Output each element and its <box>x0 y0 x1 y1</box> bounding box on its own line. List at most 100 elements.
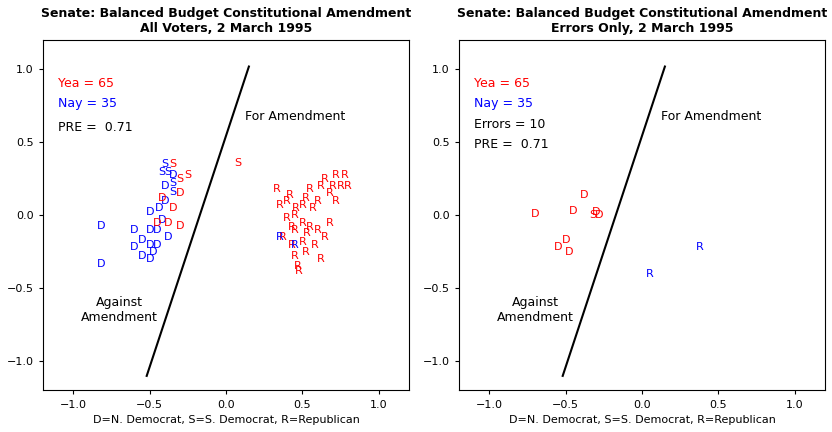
Text: S: S <box>185 169 191 180</box>
Text: D: D <box>161 181 169 191</box>
Text: R: R <box>290 251 299 261</box>
Text: R: R <box>290 225 299 235</box>
Text: D: D <box>580 190 588 200</box>
Text: R: R <box>288 240 295 250</box>
Text: R: R <box>321 174 329 184</box>
Text: D: D <box>164 232 172 242</box>
Text: D: D <box>149 247 157 257</box>
Text: Nay = 35: Nay = 35 <box>58 97 117 111</box>
Text: R: R <box>332 169 339 180</box>
Text: D: D <box>146 240 154 250</box>
Text: S: S <box>165 167 171 177</box>
Text: D: D <box>554 242 562 252</box>
Text: D: D <box>155 203 163 213</box>
Text: R: R <box>299 218 306 228</box>
Text: R: R <box>317 254 324 264</box>
Text: D: D <box>138 235 146 245</box>
Text: R: R <box>306 184 314 194</box>
Text: D: D <box>176 188 185 198</box>
Text: D: D <box>97 221 105 231</box>
Text: S: S <box>176 174 184 184</box>
Text: R: R <box>290 240 299 250</box>
Text: D: D <box>168 169 177 180</box>
Text: S: S <box>169 187 176 197</box>
Text: S: S <box>158 167 166 177</box>
Text: D: D <box>595 210 603 220</box>
Text: R: R <box>306 222 314 232</box>
Text: R: R <box>646 269 653 279</box>
Text: PRE =  0.71: PRE = 0.71 <box>58 121 133 134</box>
Text: R: R <box>326 188 334 198</box>
Text: R: R <box>272 184 280 194</box>
Text: For Amendment: For Amendment <box>245 110 344 123</box>
Text: R: R <box>329 181 337 191</box>
Text: D: D <box>168 203 177 213</box>
Text: R: R <box>321 232 329 242</box>
Text: D: D <box>161 196 169 206</box>
Text: R: R <box>295 266 303 276</box>
Text: R: R <box>275 200 283 210</box>
Text: R: R <box>299 237 306 247</box>
Text: S: S <box>169 159 176 169</box>
Text: R: R <box>310 240 319 250</box>
Text: D: D <box>153 225 161 235</box>
Text: R: R <box>309 203 317 213</box>
X-axis label: D=N. Democrat, S=S. Democrat, R=Republican: D=N. Democrat, S=S. Democrat, R=Republic… <box>508 415 775 425</box>
Text: PRE =  0.71: PRE = 0.71 <box>474 138 549 151</box>
Text: D: D <box>164 218 172 228</box>
Text: Yea = 65: Yea = 65 <box>474 77 530 90</box>
Text: D: D <box>531 209 539 219</box>
Text: R: R <box>344 181 352 191</box>
Text: D: D <box>146 254 154 264</box>
Title: Senate: Balanced Budget Constitutional Amendment
Errors Only, 2 March 1995: Senate: Balanced Budget Constitutional A… <box>457 7 827 35</box>
Text: R: R <box>283 213 291 223</box>
Text: D: D <box>158 215 166 225</box>
Title: Senate: Balanced Budget Constitutional Amendment
All Voters, 2 March 1995: Senate: Balanced Budget Constitutional A… <box>41 7 411 35</box>
Text: Against
Amendment: Against Amendment <box>497 296 574 324</box>
Text: Errors = 10: Errors = 10 <box>474 118 546 131</box>
Text: D: D <box>153 218 161 228</box>
Text: D: D <box>131 242 139 252</box>
Text: R: R <box>288 222 295 232</box>
X-axis label: D=N. Democrat, S=S. Democrat, R=Republican: D=N. Democrat, S=S. Democrat, R=Republic… <box>92 415 359 425</box>
Text: R: R <box>332 196 339 206</box>
Text: R: R <box>336 181 344 191</box>
Text: R: R <box>301 247 310 257</box>
Text: D: D <box>97 258 105 269</box>
Text: D: D <box>153 240 161 250</box>
Text: S: S <box>590 210 597 220</box>
Text: D: D <box>146 225 154 235</box>
Text: R: R <box>299 200 306 210</box>
Text: D: D <box>569 206 577 216</box>
Text: R: R <box>283 196 291 206</box>
Text: R: R <box>326 218 334 228</box>
Text: D: D <box>146 207 154 217</box>
Text: R: R <box>314 196 321 206</box>
Text: R: R <box>294 261 301 271</box>
Text: R: R <box>275 232 283 242</box>
Text: R: R <box>279 232 286 242</box>
Text: Nay = 35: Nay = 35 <box>474 97 533 111</box>
Text: S: S <box>169 178 176 188</box>
Text: D: D <box>176 221 185 231</box>
Text: R: R <box>317 181 324 191</box>
Text: R: R <box>341 169 349 180</box>
Text: For Amendment: For Amendment <box>661 110 760 123</box>
Text: D: D <box>138 251 146 261</box>
Text: R: R <box>696 242 704 252</box>
Text: R: R <box>314 225 321 235</box>
Text: D: D <box>131 225 139 235</box>
Text: D: D <box>592 207 601 217</box>
Text: R: R <box>303 228 310 238</box>
Text: S: S <box>235 158 242 168</box>
Text: Yea = 65: Yea = 65 <box>58 77 114 90</box>
Text: S: S <box>161 159 169 169</box>
Text: D: D <box>158 193 166 203</box>
Text: D: D <box>565 247 573 257</box>
Text: R: R <box>290 210 299 220</box>
Text: R: R <box>301 193 310 203</box>
Text: R: R <box>286 190 294 200</box>
Text: D: D <box>562 235 570 245</box>
Text: Against
Amendment: Against Amendment <box>81 296 158 324</box>
Text: R: R <box>292 203 300 213</box>
